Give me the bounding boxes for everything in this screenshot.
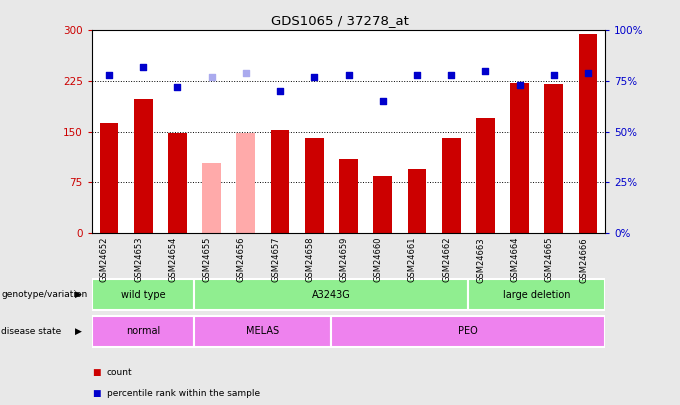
Text: GSM24657: GSM24657 xyxy=(271,237,280,282)
Text: ▶: ▶ xyxy=(75,290,82,299)
Bar xyxy=(331,315,605,347)
Text: count: count xyxy=(107,368,133,377)
Bar xyxy=(99,123,118,233)
Bar xyxy=(442,139,460,233)
Bar xyxy=(305,139,324,233)
Text: PEO: PEO xyxy=(458,326,478,336)
Bar xyxy=(92,279,194,310)
Text: normal: normal xyxy=(126,326,160,336)
Point xyxy=(309,74,320,80)
Point xyxy=(241,70,252,76)
Point xyxy=(411,72,422,78)
Bar xyxy=(134,99,152,233)
Point xyxy=(103,72,114,78)
Bar xyxy=(194,279,469,310)
Bar xyxy=(373,175,392,233)
Point xyxy=(480,68,491,74)
Bar xyxy=(202,163,221,233)
Text: MELAS: MELAS xyxy=(246,326,279,336)
Text: genotype/variation: genotype/variation xyxy=(1,290,88,299)
Text: wild type: wild type xyxy=(121,290,165,300)
Point xyxy=(549,72,560,78)
Bar xyxy=(407,169,426,233)
Bar xyxy=(237,133,255,233)
Text: percentile rank within the sample: percentile rank within the sample xyxy=(107,389,260,398)
Text: GSM24666: GSM24666 xyxy=(579,237,588,283)
Bar xyxy=(271,130,290,233)
Point xyxy=(446,72,457,78)
Point xyxy=(138,64,149,70)
Text: GSM24659: GSM24659 xyxy=(339,237,348,282)
Text: GSM24652: GSM24652 xyxy=(100,237,109,282)
Text: GSM24664: GSM24664 xyxy=(511,237,520,282)
Bar xyxy=(469,279,605,310)
Text: GSM24665: GSM24665 xyxy=(545,237,554,282)
Text: GSM24655: GSM24655 xyxy=(203,237,211,282)
Text: GSM24653: GSM24653 xyxy=(134,237,143,282)
Bar xyxy=(476,118,495,233)
Bar xyxy=(510,83,529,233)
Text: GDS1065 / 37278_at: GDS1065 / 37278_at xyxy=(271,14,409,27)
Point xyxy=(514,82,525,88)
Point xyxy=(172,84,183,90)
Text: GSM24656: GSM24656 xyxy=(237,237,246,282)
Text: ▶: ▶ xyxy=(75,326,82,336)
Text: GSM24658: GSM24658 xyxy=(305,237,314,282)
Point xyxy=(377,98,388,104)
Text: GSM24663: GSM24663 xyxy=(477,237,486,283)
Text: A3243G: A3243G xyxy=(312,290,351,300)
Bar xyxy=(339,159,358,233)
Point xyxy=(275,88,286,94)
Text: GSM24660: GSM24660 xyxy=(374,237,383,282)
Bar xyxy=(579,34,598,233)
Bar xyxy=(168,133,187,233)
Text: GSM24654: GSM24654 xyxy=(169,237,177,282)
Point xyxy=(343,72,354,78)
Text: ■: ■ xyxy=(92,368,101,377)
Text: large deletion: large deletion xyxy=(503,290,571,300)
Point xyxy=(583,70,594,76)
Text: ■: ■ xyxy=(92,389,101,398)
Text: GSM24662: GSM24662 xyxy=(442,237,452,282)
Bar xyxy=(194,315,331,347)
Bar xyxy=(92,315,194,347)
Text: GSM24661: GSM24661 xyxy=(408,237,417,282)
Text: disease state: disease state xyxy=(1,326,62,336)
Point xyxy=(206,74,217,80)
Bar xyxy=(545,84,563,233)
